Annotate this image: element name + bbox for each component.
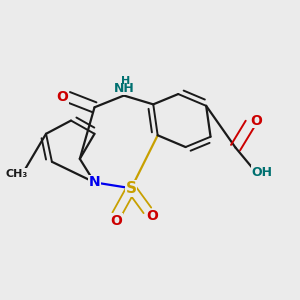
Text: NH: NH: [113, 82, 134, 95]
Text: S: S: [126, 181, 137, 196]
Text: O: O: [146, 209, 158, 223]
Text: O: O: [56, 90, 68, 104]
Text: CH₃: CH₃: [5, 169, 28, 178]
Text: O: O: [250, 114, 262, 128]
Text: O: O: [111, 214, 122, 228]
Text: H: H: [121, 76, 130, 86]
Text: N: N: [89, 176, 100, 189]
Text: OH: OH: [251, 166, 272, 178]
